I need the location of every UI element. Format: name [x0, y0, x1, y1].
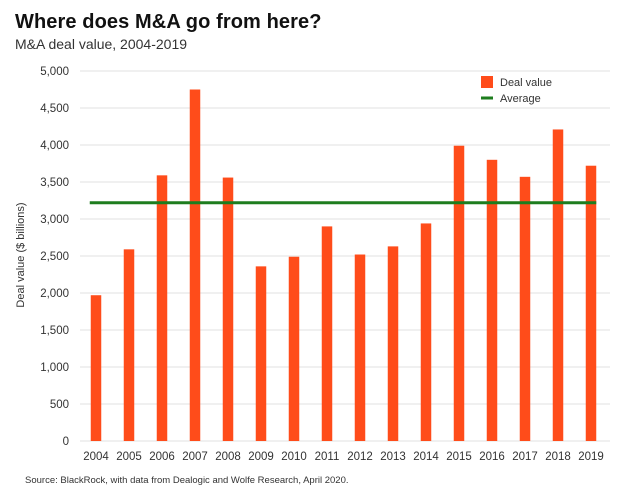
y-tick-label: 4,500 — [40, 103, 69, 115]
x-tick-label: 2008 — [215, 451, 241, 463]
legend: Deal value Average — [481, 76, 552, 105]
x-tick-label: 2006 — [149, 451, 175, 463]
y-axis-label: Deal value ($ billions) — [15, 202, 27, 307]
bar-2016 — [486, 159, 498, 442]
source-note: Source: BlackRock, with data from Dealog… — [25, 475, 349, 486]
x-axis-ticks: 2004 2005 2006 2007 2008 2009 2010 2011 2012 2013… — [83, 451, 604, 463]
bar-2004 — [90, 295, 102, 441]
x-tick-label: 2005 — [116, 451, 142, 463]
bar-2017 — [519, 176, 531, 441]
y-tick-label: 2,500 — [40, 251, 69, 263]
x-tick-label: 2015 — [446, 451, 472, 463]
bar-2012 — [354, 254, 366, 441]
bar-2005 — [123, 249, 135, 441]
bar-2008 — [222, 177, 234, 441]
bar-2015 — [453, 145, 465, 442]
y-tick-label: 1,000 — [40, 362, 69, 374]
y-tick-label: 0 — [63, 436, 69, 448]
y-tick-label: 4,000 — [40, 140, 69, 152]
y-tick-label: 3,500 — [40, 177, 69, 189]
x-tick-label: 2018 — [545, 451, 571, 463]
x-tick-label: 2016 — [479, 451, 505, 463]
x-tick-label: 2017 — [512, 451, 538, 463]
x-tick-label: 2009 — [248, 451, 274, 463]
x-tick-label: 2012 — [347, 451, 373, 463]
x-tick-label: 2011 — [315, 451, 340, 463]
y-tick-label: 500 — [50, 399, 69, 411]
bar-2010 — [288, 256, 300, 441]
bar-2019 — [585, 165, 597, 441]
bar-2014 — [420, 223, 432, 441]
y-axis-ticks: 0 500 1,000 1,500 2,000 2,500 3,000 3,500 4,000 4… — [40, 66, 69, 448]
x-tick-label: 2019 — [578, 451, 604, 463]
chart-title: Where does M&A go from here? — [15, 11, 322, 33]
bar-2007 — [189, 89, 201, 441]
bar-2013 — [387, 246, 399, 441]
x-tick-label: 2013 — [380, 451, 406, 463]
x-tick-label: 2004 — [83, 451, 109, 463]
x-tick-label: 2007 — [182, 451, 208, 463]
chart-subtitle: M&A deal value, 2004-2019 — [15, 36, 188, 52]
y-tick-label: 1,500 — [40, 325, 69, 337]
bars — [90, 89, 597, 442]
legend-label-deal-value: Deal value — [500, 77, 552, 89]
legend-swatch-average — [481, 96, 493, 100]
legend-swatch-deal-value — [481, 76, 493, 88]
y-tick-label: 5,000 — [40, 66, 69, 78]
bar-2006 — [156, 175, 168, 441]
y-tick-label: 2,000 — [40, 288, 69, 300]
x-tick-label: 2010 — [281, 451, 307, 463]
legend-label-average: Average — [500, 93, 541, 105]
bar-2009 — [255, 266, 267, 441]
y-tick-label: 3,000 — [40, 214, 69, 226]
bar-2018 — [552, 129, 564, 441]
x-tick-label: 2014 — [413, 451, 439, 463]
bar-2011 — [321, 226, 333, 441]
